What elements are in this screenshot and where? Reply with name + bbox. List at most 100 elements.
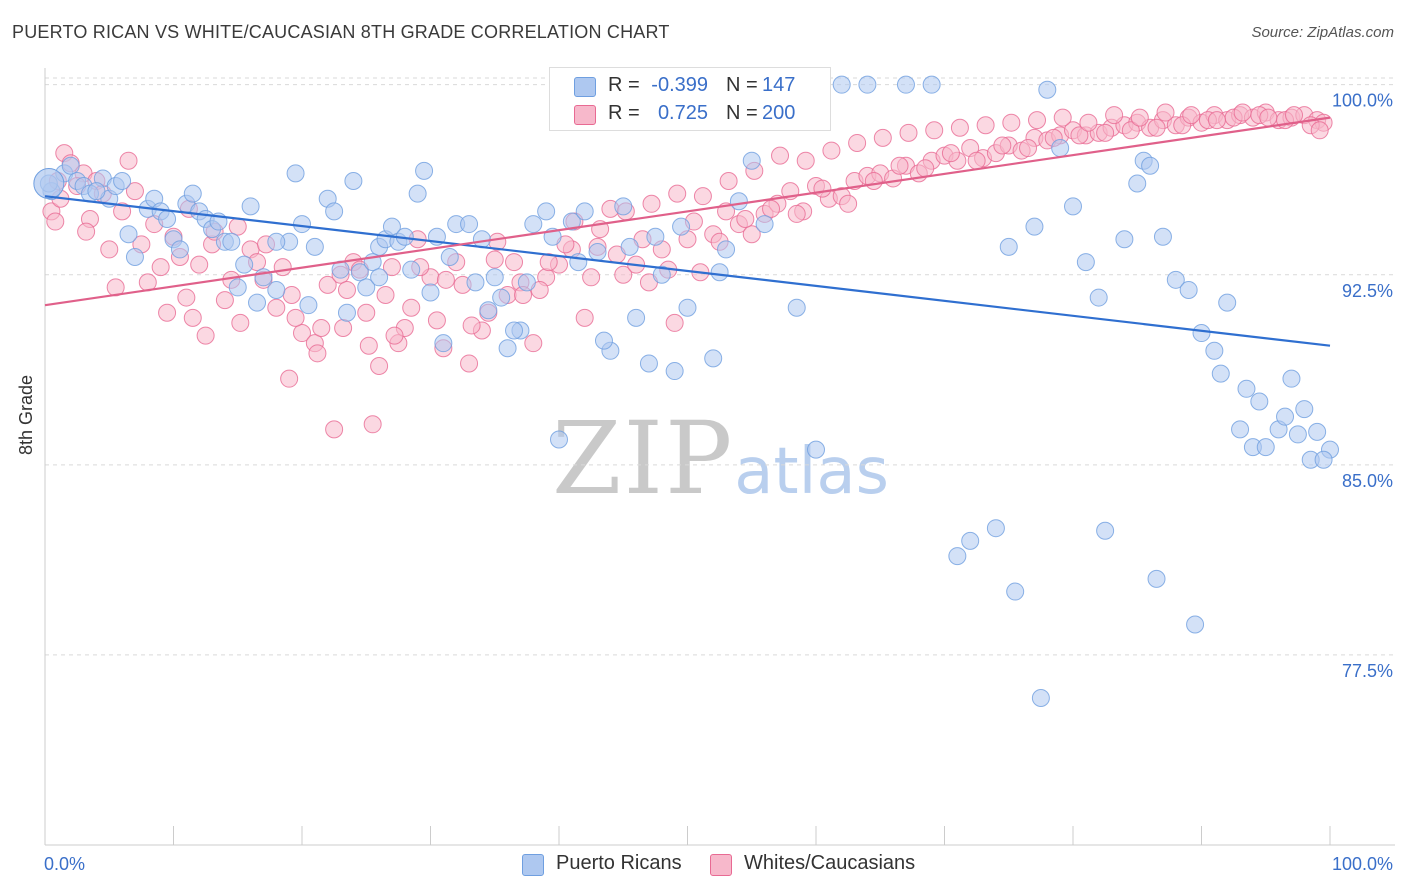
tick-labels: 77.5% 85.0% 92.5% 100.0% 0.0% 100.0% bbox=[44, 91, 1393, 874]
point-puerto-rican bbox=[594, 331, 613, 350]
point-puerto-rican bbox=[505, 321, 524, 340]
point-puerto-rican bbox=[1192, 324, 1211, 343]
point-puerto-rican bbox=[1128, 174, 1147, 193]
point-white-caucasian bbox=[1002, 113, 1021, 132]
point-white-caucasian bbox=[462, 316, 481, 335]
point-white-caucasian bbox=[873, 128, 892, 147]
point-white-caucasian bbox=[46, 212, 65, 231]
point-white-caucasian bbox=[1070, 126, 1089, 145]
axes bbox=[44, 68, 1395, 846]
point-white-caucasian bbox=[693, 187, 712, 206]
point-white-caucasian bbox=[196, 326, 215, 345]
point-white-caucasian bbox=[1053, 108, 1072, 127]
point-white-caucasian bbox=[505, 253, 524, 272]
point-white-caucasian bbox=[370, 356, 389, 375]
point-puerto-rican bbox=[1038, 80, 1057, 99]
point-white-caucasian bbox=[312, 318, 331, 337]
point-white-caucasian bbox=[1079, 113, 1098, 132]
point-puerto-rican bbox=[1031, 689, 1050, 708]
point-white-caucasian bbox=[376, 286, 395, 305]
watermark-zip: ZIP bbox=[552, 400, 735, 517]
point-white-caucasian bbox=[286, 308, 305, 327]
point-puerto-rican bbox=[1250, 392, 1269, 411]
point-puerto-rican bbox=[357, 278, 376, 297]
point-white-caucasian bbox=[736, 209, 755, 228]
point-white-caucasian bbox=[796, 151, 815, 170]
point-white-caucasian bbox=[359, 336, 378, 355]
point-puerto-rican bbox=[704, 349, 723, 368]
point-puerto-rican bbox=[485, 268, 504, 287]
point-white-caucasian bbox=[976, 116, 995, 135]
point-white-caucasian bbox=[967, 151, 986, 170]
point-puerto-rican bbox=[460, 215, 479, 234]
point-white-caucasian bbox=[267, 298, 286, 317]
point-puerto-rican bbox=[1237, 379, 1256, 398]
point-puerto-rican bbox=[87, 182, 106, 201]
point-white-caucasian bbox=[113, 202, 132, 221]
point-white-caucasian bbox=[668, 184, 687, 203]
point-white-caucasian bbox=[231, 313, 250, 332]
point-white-caucasian bbox=[539, 253, 558, 272]
series-puerto-ricans bbox=[33, 75, 1339, 708]
point-puerto-rican bbox=[1096, 521, 1115, 540]
point-white-caucasian bbox=[177, 288, 196, 307]
point-puerto-rican bbox=[440, 248, 459, 267]
point-puerto-rican bbox=[350, 263, 369, 282]
point-white-caucasian bbox=[293, 324, 311, 343]
point-puerto-rican bbox=[382, 217, 401, 236]
point-puerto-rican bbox=[370, 268, 389, 287]
point-puerto-rican bbox=[492, 288, 511, 307]
point-white-caucasian bbox=[385, 326, 404, 345]
point-white-caucasian bbox=[460, 354, 479, 373]
point-puerto-rican bbox=[286, 164, 305, 183]
y-tick-label: 85.0% bbox=[1342, 471, 1393, 491]
point-white-caucasian bbox=[719, 171, 738, 190]
x-tick-label-min: 0.0% bbox=[44, 854, 85, 874]
point-puerto-rican bbox=[807, 440, 825, 459]
point-puerto-rican bbox=[113, 171, 132, 190]
point-puerto-rican bbox=[119, 225, 138, 244]
point-white-caucasian bbox=[1310, 121, 1329, 140]
point-puerto-rican bbox=[1115, 230, 1134, 249]
point-white-caucasian bbox=[1130, 108, 1149, 127]
point-white-caucasian bbox=[890, 156, 909, 175]
point-puerto-rican bbox=[614, 197, 633, 216]
point-puerto-rican bbox=[569, 253, 588, 272]
y-tick-label: 100.0% bbox=[1332, 91, 1393, 111]
point-white-caucasian bbox=[357, 303, 376, 322]
point-puerto-rican bbox=[710, 263, 729, 282]
point-white-caucasian bbox=[1019, 139, 1038, 158]
point-puerto-rican bbox=[344, 171, 363, 190]
point-white-caucasian bbox=[402, 298, 421, 317]
point-white-caucasian bbox=[1096, 123, 1115, 142]
point-white-caucasian bbox=[337, 280, 356, 299]
point-puerto-rican bbox=[498, 339, 517, 358]
point-white-caucasian bbox=[941, 144, 960, 163]
watermark: ZIPatlas bbox=[552, 400, 889, 517]
point-puerto-rican bbox=[961, 531, 980, 550]
point-puerto-rican bbox=[1153, 227, 1172, 246]
point-puerto-rican bbox=[466, 273, 485, 292]
legend-r-label: R = bbox=[608, 74, 640, 96]
point-puerto-rican bbox=[1218, 293, 1237, 312]
point-puerto-rican bbox=[1141, 156, 1160, 175]
point-puerto-rican-cluster bbox=[33, 168, 65, 200]
point-puerto-rican bbox=[337, 303, 356, 322]
point-puerto-rican bbox=[1147, 569, 1166, 588]
point-puerto-rican bbox=[415, 161, 434, 180]
point-puerto-rican bbox=[1051, 139, 1070, 158]
point-white-caucasian bbox=[363, 415, 382, 434]
chart-title: PUERTO RICAN VS WHITE/CAUCASIAN 8TH GRAD… bbox=[12, 22, 670, 42]
point-puerto-rican bbox=[170, 240, 189, 259]
point-white-caucasian bbox=[282, 286, 301, 305]
point-puerto-rican bbox=[222, 232, 241, 251]
point-white-caucasian bbox=[158, 303, 177, 322]
point-puerto-rican bbox=[627, 308, 646, 327]
point-white-caucasian bbox=[1233, 103, 1252, 122]
point-white-caucasian bbox=[1207, 111, 1226, 130]
point-puerto-rican bbox=[241, 197, 260, 216]
point-white-caucasian bbox=[742, 225, 761, 244]
point-puerto-rican bbox=[1025, 217, 1044, 236]
point-puerto-rican bbox=[678, 298, 697, 317]
